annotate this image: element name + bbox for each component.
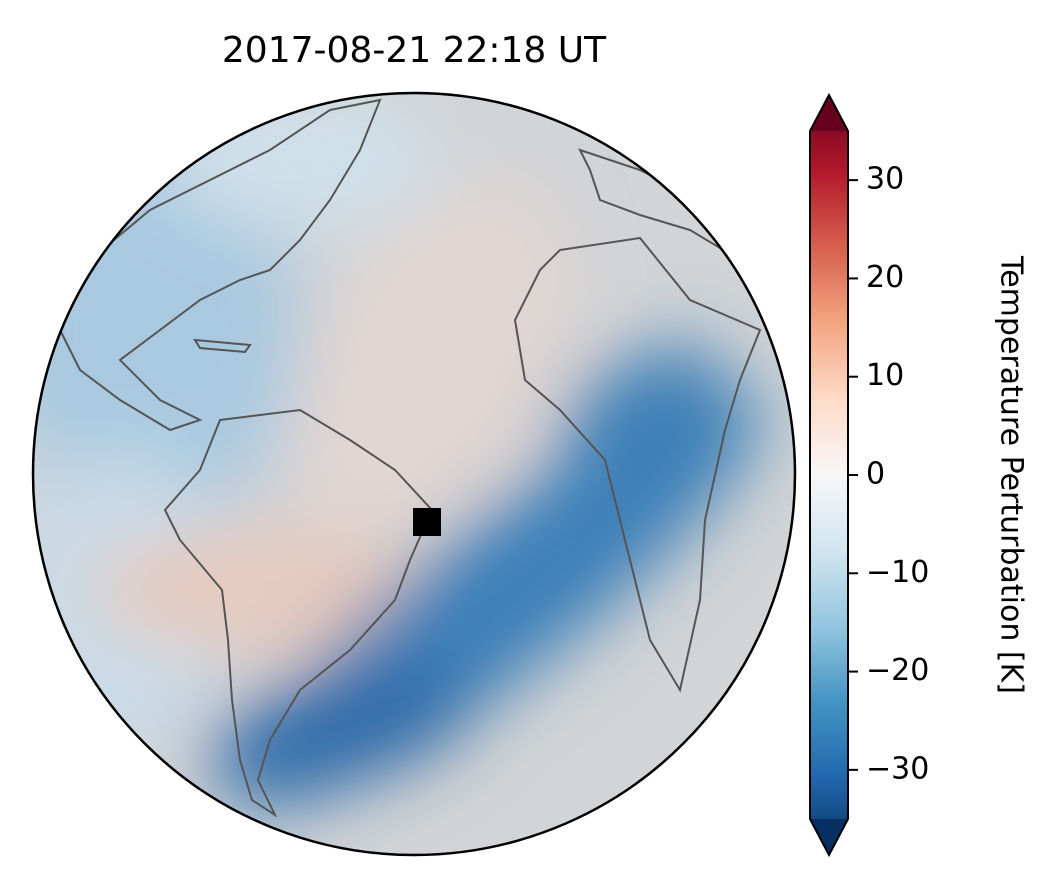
colorbar-tick-label: −10 <box>866 555 929 590</box>
colorbar-tick-label: 0 <box>866 457 885 492</box>
colorbar-tick-label: 30 <box>866 162 904 197</box>
colorbar-tick-label: 10 <box>866 358 904 393</box>
colorbar-extend-top <box>810 95 848 131</box>
coastlines <box>58 98 783 818</box>
colorbar-extend-bottom <box>810 819 848 855</box>
colorbar-tick-label: 20 <box>866 260 904 295</box>
colorbar-tick-label: −30 <box>866 751 929 786</box>
map-title: 2017-08-21 22:18 UT <box>222 30 607 71</box>
colorbar-outline <box>809 92 849 858</box>
globe <box>33 93 795 855</box>
location-marker <box>413 508 441 536</box>
colorbar-body <box>810 95 848 855</box>
colorbar-tick-label: −20 <box>866 653 929 688</box>
colorbar <box>809 92 849 858</box>
colorbar-label: Temperature Perturbation [K] <box>994 255 1029 694</box>
globe-outline <box>31 91 797 857</box>
